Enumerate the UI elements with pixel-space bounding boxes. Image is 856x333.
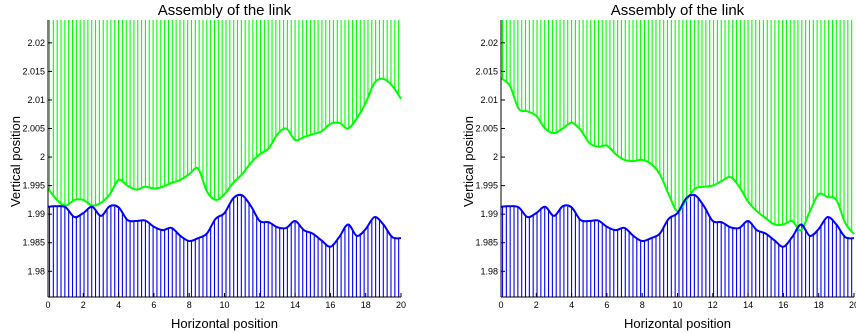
x-tick-label: 20 [396,300,406,310]
y-tick-label: 2 [40,152,45,162]
series-1-hatch [501,195,853,297]
y-tick-label: 2.02 [27,38,45,48]
x-tick-label: 12 [255,300,265,310]
y-tick-label: 1.99 [27,209,45,219]
x-tick-label: 14 [743,300,753,310]
y-tick-label: 2.015 [22,66,45,76]
y-tick-label: 1.99 [480,209,498,219]
x-tick-label: 12 [708,300,718,310]
x-tick-label: 18 [361,300,371,310]
left-plot-xlabel: Horizontal position [171,316,278,331]
x-tick-label: 10 [219,300,229,310]
x-tick-label: 10 [672,300,682,310]
upper-profile-line [500,77,855,235]
x-tick-label: 6 [151,300,156,310]
y-tick-label: 2.01 [27,95,45,105]
y-tick-label: 2.005 [475,124,498,134]
left-plot-title: Assembly of the link [158,2,292,19]
right-plot-title: Assembly of the link [611,2,745,19]
y-tick-label: 1.985 [22,238,45,248]
x-tick-label: 2 [81,300,86,310]
right-plot: Assembly of the link Horizontal position… [461,2,856,331]
y-tick-label: 1.985 [475,238,498,248]
y-tick-label: 2.01 [480,95,498,105]
y-tick-label: 2.015 [475,66,498,76]
x-tick-label: 16 [325,300,335,310]
upper-profile-line [47,77,402,207]
y-tick-label: 2.02 [480,38,498,48]
y-tick-label: 1.995 [475,181,498,191]
lower-profile-line [500,193,855,248]
x-tick-label: 4 [569,300,574,310]
y-tick-label: 1.98 [480,266,498,276]
right-plot-ylabel: Vertical position [461,116,476,207]
y-tick-label: 2.005 [22,124,45,134]
x-tick-label: 14 [290,300,300,310]
lower-profile-line [47,193,402,248]
x-tick-label: 16 [778,300,788,310]
x-tick-label: 6 [604,300,609,310]
left-plot: Assembly of the link Horizontal position… [8,2,406,331]
x-tick-label: 4 [116,300,121,310]
y-tick-label: 1.98 [27,266,45,276]
left-plot-ylabel: Vertical position [8,116,23,207]
series-0-hatch [48,20,400,206]
y-tick-label: 1.995 [22,181,45,191]
right-plot-xlabel: Horizontal position [624,316,731,331]
x-tick-label: 18 [814,300,824,310]
x-tick-label: 20 [849,300,856,310]
x-tick-label: 8 [187,300,192,310]
x-tick-label: 8 [640,300,645,310]
x-tick-label: 0 [498,300,503,310]
series-0-hatch [501,20,853,232]
x-tick-label: 2 [534,300,539,310]
x-tick-label: 0 [45,300,50,310]
series-1-hatch [48,195,400,297]
y-tick-label: 2 [493,152,498,162]
